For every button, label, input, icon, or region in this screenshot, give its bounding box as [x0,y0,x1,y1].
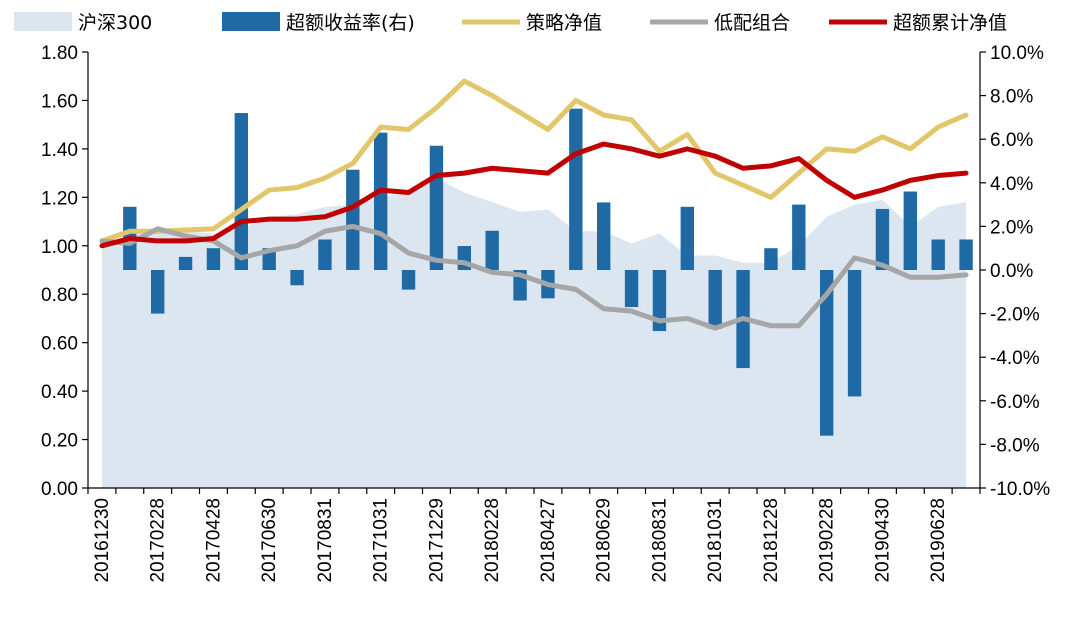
bar-excess-return [569,108,583,271]
left-tick-label: 0.60 [41,334,78,355]
left-tick-label: 0.20 [41,431,78,452]
x-tick-label: 20180831 [649,498,670,583]
x-tick-label: 20170228 [148,498,169,583]
bar-excess-return [959,239,973,270]
right-tick-label: 4.0% [990,174,1033,195]
line-underweight-portfolio [99,223,969,331]
bar-excess-return [485,230,499,270]
bar-excess-return [373,132,388,270]
bar-excess-return [346,169,360,270]
left-tick-label: 1.80 [41,43,78,64]
left-tick-label: 1.60 [41,91,78,112]
right-tick-label: 0.0% [990,261,1033,282]
right-tick-label: 10.0% [990,43,1044,64]
bar-excess-return [401,270,416,290]
legend-item-hs300: 沪深300 [14,12,152,34]
bar-excess-return [708,270,722,329]
x-tick-label: 20190628 [928,498,949,583]
x-tick-label: 20190228 [817,498,838,583]
legend-item-excess-return: 超额收益率(右) [222,12,415,34]
x-tick-label: 20190430 [872,498,893,583]
legend-label: 沪深300 [78,12,152,34]
x-tick-label: 20181031 [705,498,726,583]
bar-excess-return [931,239,945,270]
right-tick-label: 8.0% [990,87,1033,108]
legend-item-strategy-nav: 策略净值 [462,12,602,34]
x-tick-label: 20161230 [92,498,113,583]
bar-excess-return [792,204,806,270]
x-tick-label: 20171229 [426,498,447,583]
bar-excess-return [150,270,165,314]
left-tick-label: 0.00 [41,479,78,500]
legend-label: 低配组合 [714,12,790,34]
left-tick-label: 0.40 [41,382,78,403]
legend-item-cumulative-excess: 超额累计净值 [829,12,1007,34]
legend-swatch-bar [222,12,280,31]
x-tick-label: 20170630 [259,498,280,583]
x-tick-label: 20180629 [594,498,615,583]
bar-excess-return [624,270,639,308]
x-tick-label: 20181228 [761,498,782,583]
bar-excess-return [652,270,667,332]
legend-swatch-area [14,12,72,31]
right-tick-label: -10.0% [990,479,1050,500]
right-tick-label: 6.0% [990,130,1033,151]
axis-layer: 0.00 0.20 0.40 0.60 0.80 1.00 1.20 1.40 1.60 1.80… [41,43,1050,583]
left-tick-label: 1.00 [41,237,78,258]
left-tick-label: 1.20 [41,188,78,209]
legend-item-underweight: 低配组合 [650,12,790,34]
x-tick-label: 20180228 [482,498,503,583]
area-hs300 [101,177,967,488]
left-tick-label: 0.80 [41,285,78,306]
x-tick-label: 20170428 [203,498,224,583]
legend-label: 策略净值 [526,12,602,34]
bar-excess-return [819,270,834,436]
bar-excess-return [596,202,611,270]
bar-excess-return [875,208,890,270]
right-tick-label: -6.0% [990,392,1040,413]
bar-excess-return [318,239,332,270]
left-tick-label: 1.40 [41,140,78,161]
bar-layer [123,108,973,436]
bar-excess-return [903,191,918,270]
line-cumulative-excess-nav [99,141,969,249]
legend: 沪深300 超额收益率(右) 策略净值 低配组合 超额累计净值 [14,12,1007,34]
right-tick-label: 2.0% [990,217,1033,238]
area-layer [101,177,967,488]
bar-excess-return [680,206,695,270]
line-layer [99,78,969,331]
legend-label: 超额累计净值 [893,12,1007,34]
x-tick-label: 20180427 [538,498,559,583]
right-tick-label: -2.0% [990,305,1040,326]
right-tick-label: -8.0% [990,435,1040,456]
legend-label: 超额收益率(右) [286,12,415,34]
bar-excess-return [764,248,778,270]
bar-excess-return [429,145,444,270]
x-tick-label: 20170831 [315,498,336,583]
bar-excess-return [234,113,249,270]
bar-excess-return [206,248,221,270]
line-strategy-nav [99,78,969,244]
bar-excess-return [290,270,304,286]
x-tick-label: 20171031 [371,498,392,583]
bar-excess-return [178,256,193,270]
bar-excess-return [847,270,862,397]
right-tick-label: -4.0% [990,348,1040,369]
